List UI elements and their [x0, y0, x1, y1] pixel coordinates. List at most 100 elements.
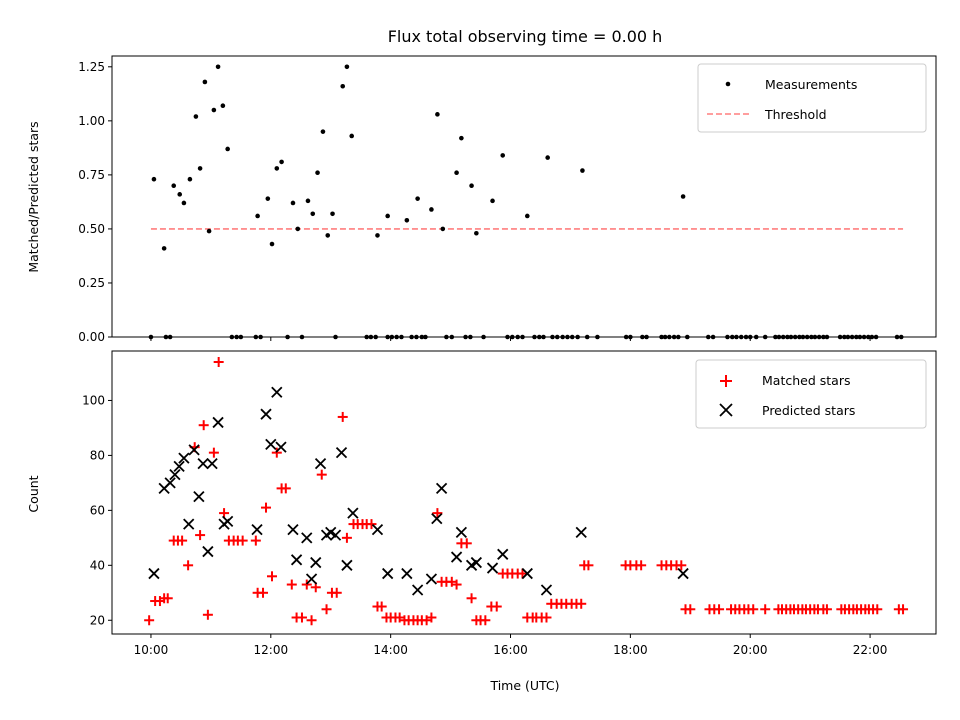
- measurement-point: [167, 334, 173, 340]
- measurement-point: [628, 334, 633, 340]
- predicted-star-point: [169, 469, 181, 481]
- predicted-star-point: [310, 556, 322, 569]
- measurement-point: [415, 196, 420, 201]
- measurement-point: [399, 334, 404, 340]
- measurement-point: [524, 213, 530, 219]
- matched-star-point: [432, 508, 443, 519]
- matched-star-point: [177, 535, 188, 546]
- matched-star-point: [466, 593, 477, 604]
- measurement-point: [148, 334, 154, 340]
- measurement-point: [729, 334, 735, 340]
- measurement-point: [898, 334, 904, 340]
- measurement-point: [202, 79, 208, 85]
- bottom-y-tick-label: 80: [90, 448, 105, 462]
- predicted-star-point: [411, 584, 424, 596]
- measurement-point: [532, 334, 537, 340]
- measurement-point: [161, 246, 167, 251]
- measurement-point: [215, 64, 221, 70]
- measurement-point: [429, 207, 434, 212]
- measurement-point: [565, 334, 570, 340]
- measurement-point: [344, 64, 350, 70]
- top-y-tick-label: 0.25: [78, 276, 105, 290]
- matched-star-point: [576, 598, 587, 609]
- matched-star-point: [198, 420, 209, 431]
- measurement-point: [816, 334, 822, 340]
- matched-star-point: [821, 604, 832, 615]
- matched-star-point: [183, 560, 194, 571]
- measurement-point: [545, 155, 550, 160]
- predicted-star-point: [431, 512, 443, 525]
- top-y-tick-label: 1.00: [78, 114, 105, 128]
- measurement-point: [315, 170, 320, 176]
- predicted-star-point: [271, 386, 283, 398]
- measurement-point: [640, 334, 645, 340]
- matched-star-point: [636, 560, 647, 571]
- matched-star-point: [208, 447, 219, 458]
- matched-star-point: [541, 612, 552, 623]
- measurement-point: [349, 133, 355, 139]
- measurement-point: [792, 334, 798, 340]
- measurement-point: [510, 334, 515, 340]
- matched-star-point: [685, 604, 696, 615]
- measurement-point: [394, 334, 399, 340]
- measurement-point: [500, 153, 506, 158]
- predicted-star-point: [470, 556, 482, 569]
- x-tick-label: 12:00: [254, 643, 289, 657]
- measurement-point: [575, 334, 580, 340]
- measurement-point: [644, 334, 649, 340]
- legend-measurements-marker: [725, 81, 731, 87]
- measurement-point: [474, 230, 479, 236]
- top-y-axis-label: Matched/Predicted stars: [26, 121, 41, 272]
- matched-star-point: [271, 447, 282, 458]
- measurement-point: [238, 334, 244, 340]
- predicted-star-point: [335, 447, 348, 459]
- measurement-point: [753, 334, 759, 340]
- bottom-legend-box: [695, 359, 927, 429]
- measurement-point: [206, 228, 212, 234]
- predicted-star-point: [275, 441, 287, 453]
- measurement-point: [181, 200, 187, 206]
- x-tick-label: 20:00: [733, 643, 768, 657]
- legend-predicted-label: Predicted stars: [762, 403, 855, 418]
- matched-star-point: [491, 601, 502, 612]
- measurement-point: [325, 233, 331, 238]
- measurement-point: [449, 334, 455, 340]
- chart-title: Flux total observing time = 0.00 h: [388, 27, 663, 46]
- bottom-y-tick-label: 100: [82, 393, 105, 407]
- matched-star-point: [480, 615, 491, 626]
- measurement-point: [505, 334, 510, 340]
- measurement-point: [797, 334, 802, 340]
- matched-star-point: [676, 560, 687, 571]
- predicted-star-point: [173, 460, 185, 473]
- measurement-point: [299, 334, 305, 340]
- measurement-point: [197, 166, 203, 171]
- measurement-point: [459, 135, 464, 141]
- measurement-point: [734, 334, 739, 340]
- measurement-point: [623, 334, 629, 340]
- measurement-point: [873, 334, 879, 340]
- predicted-star-point: [183, 518, 195, 530]
- legend-matched-marker: [720, 375, 732, 387]
- measurement-point: [676, 334, 681, 340]
- measurement-point: [211, 107, 217, 113]
- bottom-axes-frame: [111, 350, 937, 635]
- predicted-star-point: [677, 567, 689, 580]
- legend-matched-label: Matched stars: [762, 373, 850, 388]
- measurement-point: [762, 334, 768, 340]
- x-axis-label: Time (UTC): [489, 678, 559, 693]
- matched-star-point: [286, 579, 297, 590]
- measurement-point: [375, 233, 380, 238]
- measurement-point: [743, 334, 749, 340]
- predicted-star-point: [540, 584, 553, 596]
- predicted-star-point: [290, 554, 303, 566]
- measurement-point: [469, 183, 474, 188]
- predicted-star-point: [148, 567, 160, 580]
- measurement-point: [776, 334, 782, 340]
- predicted-star-point: [382, 567, 394, 580]
- measurement-point: [310, 211, 316, 217]
- measurement-point: [845, 334, 851, 340]
- bottom-y-axis-label: Count: [26, 475, 41, 512]
- matched-star-point: [280, 483, 291, 494]
